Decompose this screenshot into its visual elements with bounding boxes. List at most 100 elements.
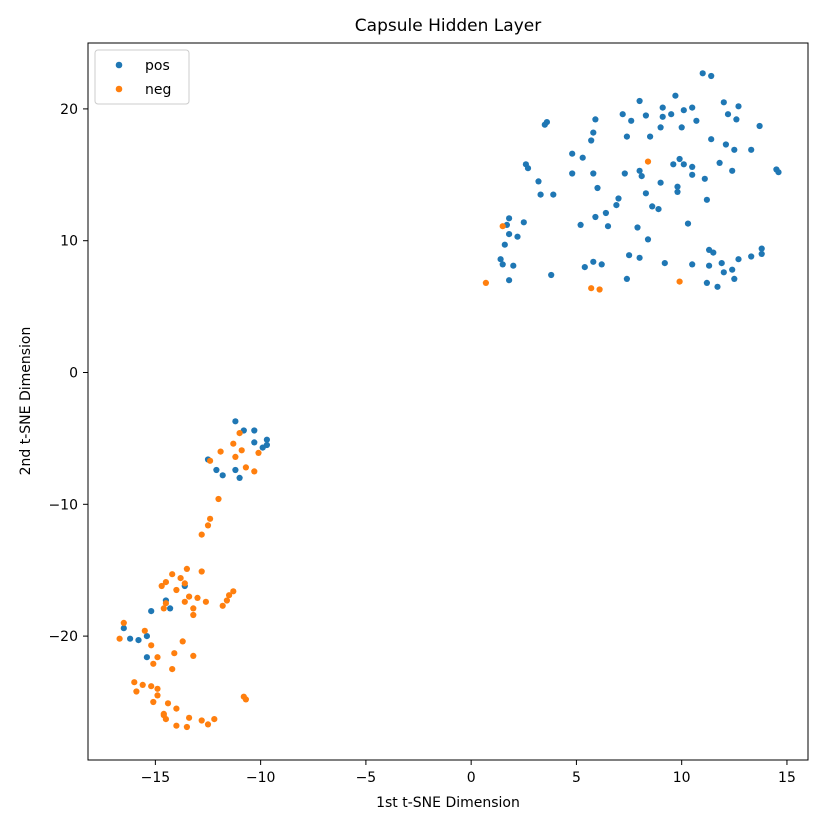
legend-marker-pos: [115, 61, 123, 69]
point-neg-66: [204, 721, 212, 728]
point-neg-53: [154, 685, 161, 692]
point-pos-78: [758, 245, 765, 252]
y-tick-label: 10: [60, 234, 78, 250]
point-pos-111: [219, 472, 226, 479]
point-pos-98: [731, 275, 738, 282]
point-pos-105: [263, 436, 270, 443]
point-neg-10: [255, 449, 262, 456]
y-tick-label: −20: [48, 629, 78, 645]
point-neg-59: [173, 705, 180, 712]
point-pos-110: [213, 466, 220, 474]
point-neg-9: [217, 448, 224, 455]
point-pos-25: [623, 133, 631, 140]
point-pos-54: [674, 188, 681, 195]
point-pos-17: [693, 117, 700, 124]
point-pos-71: [684, 220, 692, 227]
point-pos-95: [720, 269, 727, 276]
point-neg-25: [158, 582, 165, 590]
point-neg-36: [190, 605, 197, 612]
point-neg-3: [588, 285, 595, 292]
point-pos-26: [588, 137, 595, 144]
point-neg-65: [211, 716, 218, 723]
point-pos-99: [506, 277, 513, 284]
point-pos-45: [621, 170, 628, 177]
y-tick-label: 0: [69, 366, 78, 382]
point-pos-67: [520, 219, 527, 226]
x-tick-label: 0: [467, 770, 476, 786]
point-neg-38: [190, 611, 197, 619]
point-pos-62: [655, 206, 662, 213]
x-tick-label: 10: [673, 770, 691, 786]
point-pos-88: [598, 261, 605, 268]
point-pos-74: [514, 233, 521, 240]
point-pos-118: [120, 625, 127, 632]
point-pos-81: [735, 256, 742, 263]
point-neg-48: [169, 666, 176, 673]
point-pos-68: [577, 221, 584, 228]
point-pos-90: [661, 260, 668, 267]
point-pos-96: [548, 271, 555, 279]
point-pos-120: [143, 633, 150, 640]
point-pos-21: [657, 124, 664, 131]
point-pos-24: [647, 133, 654, 140]
point-pos-83: [636, 254, 643, 261]
point-pos-47: [638, 173, 645, 180]
point-neg-30: [194, 594, 201, 602]
point-neg-51: [148, 683, 155, 690]
point-neg-43: [179, 638, 186, 645]
point-pos-82: [626, 252, 633, 259]
y-tick-label: 20: [60, 102, 78, 118]
point-pos-11: [680, 107, 687, 114]
legend-marker-neg: [115, 85, 123, 93]
point-pos-36: [716, 159, 723, 166]
point-neg-21: [169, 571, 176, 578]
point-neg-2: [482, 279, 489, 286]
point-neg-13: [242, 464, 249, 471]
point-pos-108: [259, 444, 266, 451]
point-neg-58: [164, 700, 172, 707]
point-pos-23: [590, 129, 597, 136]
point-pos-60: [613, 202, 620, 209]
point-pos-104: [251, 427, 258, 434]
y-axis-ticks: −20 −10 0 10 20: [48, 102, 88, 645]
point-pos-34: [680, 161, 687, 168]
point-pos-116: [167, 605, 174, 612]
point-pos-33: [676, 155, 683, 163]
point-pos-122: [143, 654, 150, 661]
point-pos-92: [706, 262, 713, 269]
point-pos-72: [644, 236, 652, 243]
x-tick-label: 15: [778, 770, 796, 786]
point-neg-23: [181, 580, 188, 587]
points-layer: [116, 70, 782, 731]
point-pos-55: [642, 190, 650, 197]
point-neg-57: [150, 698, 157, 706]
point-neg-52: [133, 688, 140, 695]
point-neg-39: [120, 619, 127, 627]
point-pos-37: [670, 161, 677, 168]
point-pos-8: [619, 111, 626, 118]
point-neg-32: [223, 597, 230, 604]
point-neg-64: [198, 717, 205, 724]
point-pos-19: [541, 121, 548, 128]
point-neg-47: [150, 660, 157, 667]
point-neg-26: [173, 586, 180, 594]
point-neg-1: [499, 223, 506, 230]
point-pos-93: [718, 260, 725, 267]
point-neg-27: [230, 588, 237, 595]
point-pos-39: [524, 165, 532, 172]
point-pos-49: [701, 175, 708, 182]
point-pos-84: [497, 256, 504, 263]
point-pos-86: [510, 262, 517, 269]
point-pos-31: [569, 150, 576, 157]
y-axis-label: 2nd t-SNE Dimension: [18, 327, 34, 476]
point-pos-30: [748, 146, 755, 153]
point-neg-37: [160, 605, 167, 612]
point-pos-69: [604, 223, 612, 230]
point-neg-67: [173, 722, 180, 729]
point-neg-16: [207, 515, 214, 522]
point-pos-2: [672, 92, 679, 99]
point-pos-3: [636, 97, 643, 105]
point-neg-45: [190, 652, 197, 660]
point-pos-112: [232, 466, 239, 474]
chart-title: Capsule Hidden Layer: [355, 16, 541, 36]
